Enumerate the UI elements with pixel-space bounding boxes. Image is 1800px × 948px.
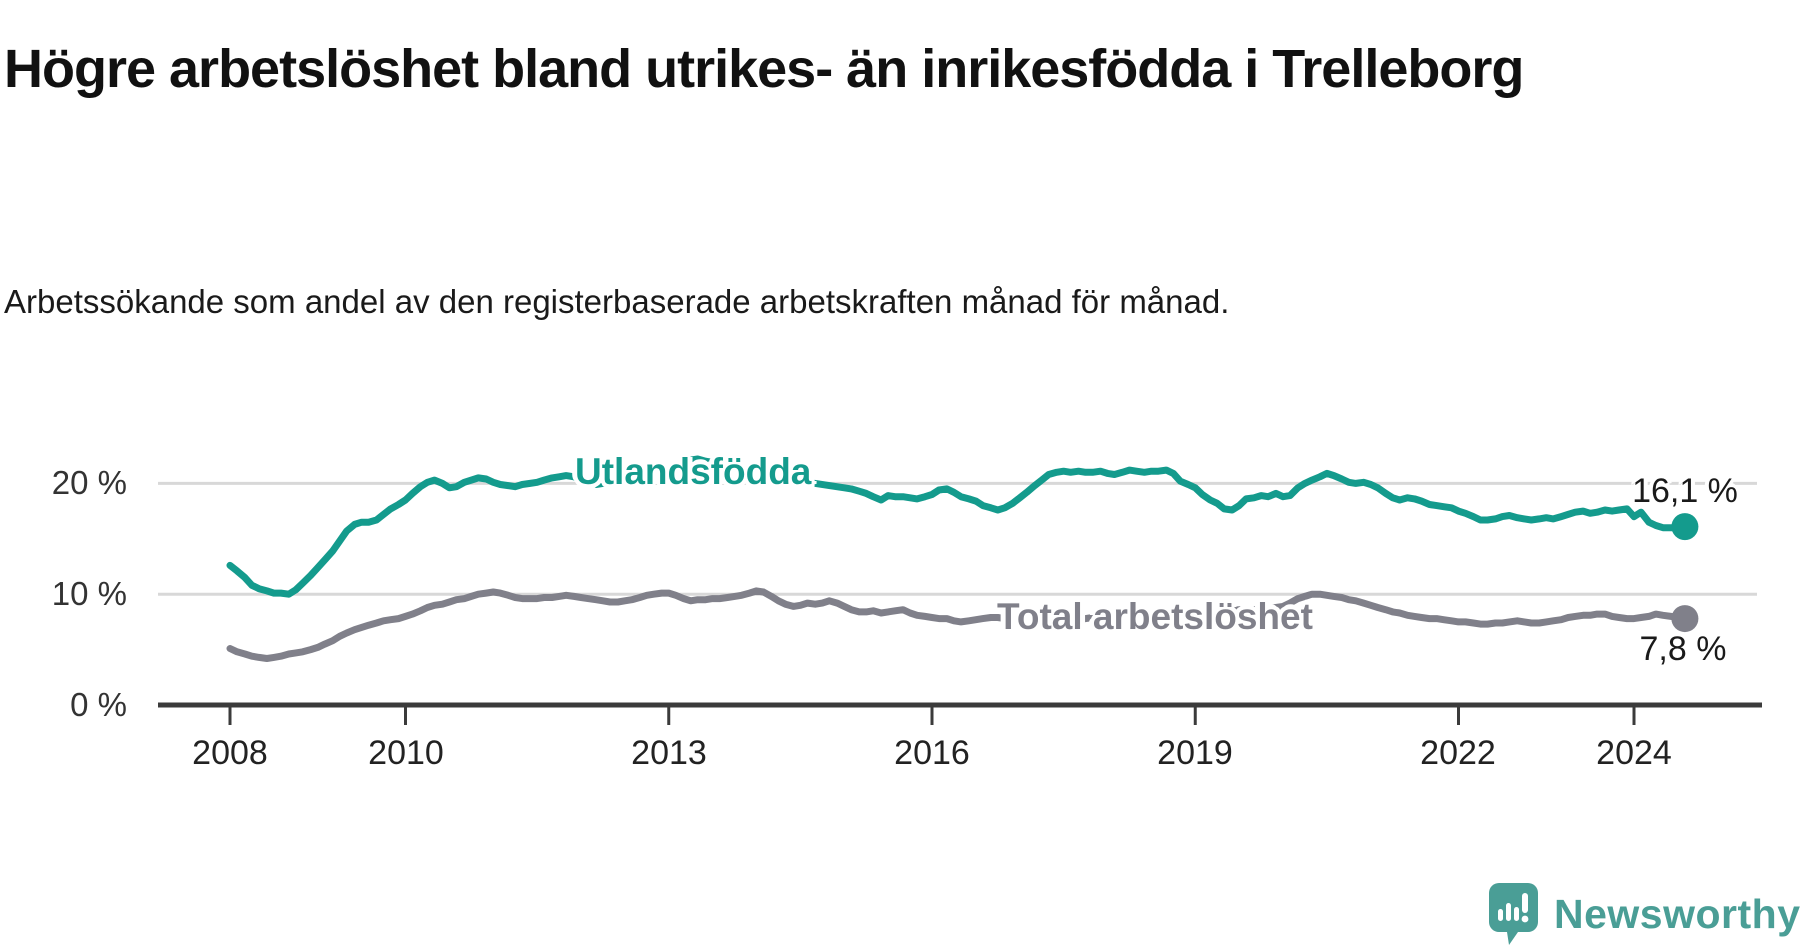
utlandsfodda-end-dot — [1671, 513, 1699, 541]
end-value-label-total-arbetsloshet: 7,8 % — [1639, 630, 1727, 668]
series-label-utlandsfodda: Utlandsfödda — [575, 451, 812, 492]
page-subtitle: Arbetssökande som andel av den registerb… — [4, 283, 1230, 320]
page-title: Högre arbetslöshet bland utrikes- än inr… — [4, 39, 1524, 100]
total-arbetsloshet-line — [226, 587, 1689, 662]
x-axis-label-2008: 2008 — [192, 734, 268, 772]
newsworthy-logo-text: Newsworthy — [1554, 891, 1800, 937]
newsworthy-logo: Newsworthy — [1488, 882, 1800, 946]
y-axis-label-10: 10 % — [51, 575, 127, 612]
x-axis-label-2019: 2019 — [1157, 734, 1233, 772]
end-value-label-utlandsfodda: 16,1 % — [1632, 472, 1738, 510]
x-axis-label-2022: 2022 — [1420, 734, 1496, 772]
y-axis-label-0: 0 % — [70, 686, 127, 723]
x-axis-label-2016: 2016 — [894, 734, 970, 772]
x-axis-label-2013: 2013 — [631, 734, 707, 772]
utlandsfodda-line — [226, 455, 1689, 598]
x-axis-label-2024: 2024 — [1596, 734, 1672, 772]
total-arbetsloshet-end-dot — [1671, 605, 1699, 633]
y-axis-label-20: 20 % — [51, 464, 127, 501]
series-label-total-arbetsloshet: Total arbetslöshet — [997, 596, 1313, 637]
newsworthy-logo-icon — [1489, 883, 1538, 945]
x-axis-label-2010: 2010 — [368, 734, 444, 772]
